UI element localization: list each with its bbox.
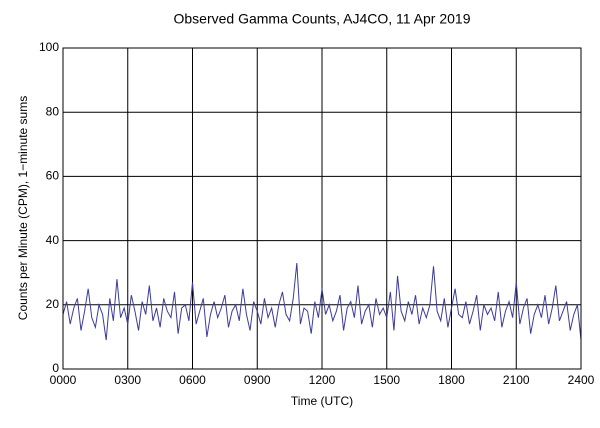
x-tick-label: 2400 [568, 373, 595, 387]
x-tick-label: 0600 [179, 373, 206, 387]
data-line [62, 263, 582, 341]
x-tick-label: 2100 [503, 373, 530, 387]
x-tick-label: 1500 [373, 373, 400, 387]
y-tick-label: 40 [46, 233, 60, 247]
y-axis-label: Counts per Minute (CPM), 1−minute sums [16, 96, 30, 320]
x-axis-label: Time (UTC) [291, 394, 353, 408]
x-tick-label: 0900 [244, 373, 271, 387]
y-tick-label: 60 [46, 169, 60, 183]
x-tick-label: 0300 [114, 373, 141, 387]
x-tick-label: 1800 [438, 373, 465, 387]
y-tick-label: 20 [46, 297, 60, 311]
plot-frame [62, 47, 582, 370]
x-tick-label: 1200 [309, 373, 336, 387]
y-tick-label: 0 [52, 361, 59, 375]
chart-title: Observed Gamma Counts, AJ4CO, 11 Apr 201… [173, 11, 470, 27]
x-tick-label: 0000 [50, 373, 77, 387]
y-tick-label: 100 [39, 40, 59, 54]
y-tick-label: 80 [46, 104, 60, 118]
